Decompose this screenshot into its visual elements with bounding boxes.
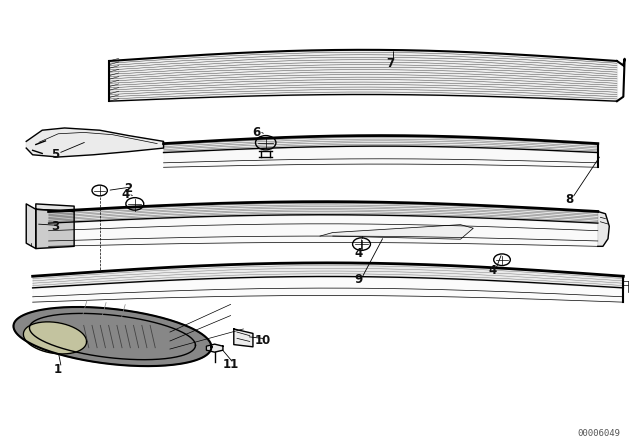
Polygon shape [26, 128, 164, 157]
Text: 8: 8 [565, 193, 573, 206]
Text: 1: 1 [54, 362, 62, 376]
Text: 4: 4 [121, 189, 129, 202]
Text: 9: 9 [354, 273, 362, 286]
Polygon shape [320, 224, 473, 239]
Text: 11: 11 [223, 358, 239, 371]
Polygon shape [234, 329, 253, 347]
Polygon shape [36, 209, 74, 249]
Text: 2: 2 [124, 182, 132, 195]
Text: 7: 7 [386, 57, 394, 70]
Text: 3: 3 [51, 220, 59, 233]
Polygon shape [24, 322, 86, 354]
Text: 4: 4 [354, 246, 362, 259]
Text: 00006049: 00006049 [577, 429, 620, 439]
Text: 4: 4 [488, 264, 497, 277]
Polygon shape [598, 211, 609, 246]
Text: 10: 10 [254, 334, 271, 347]
Polygon shape [36, 204, 74, 211]
Polygon shape [26, 204, 36, 249]
Polygon shape [29, 314, 195, 360]
Text: 6: 6 [252, 126, 260, 139]
Polygon shape [13, 307, 211, 366]
Text: 5: 5 [51, 148, 59, 161]
Polygon shape [206, 344, 223, 352]
